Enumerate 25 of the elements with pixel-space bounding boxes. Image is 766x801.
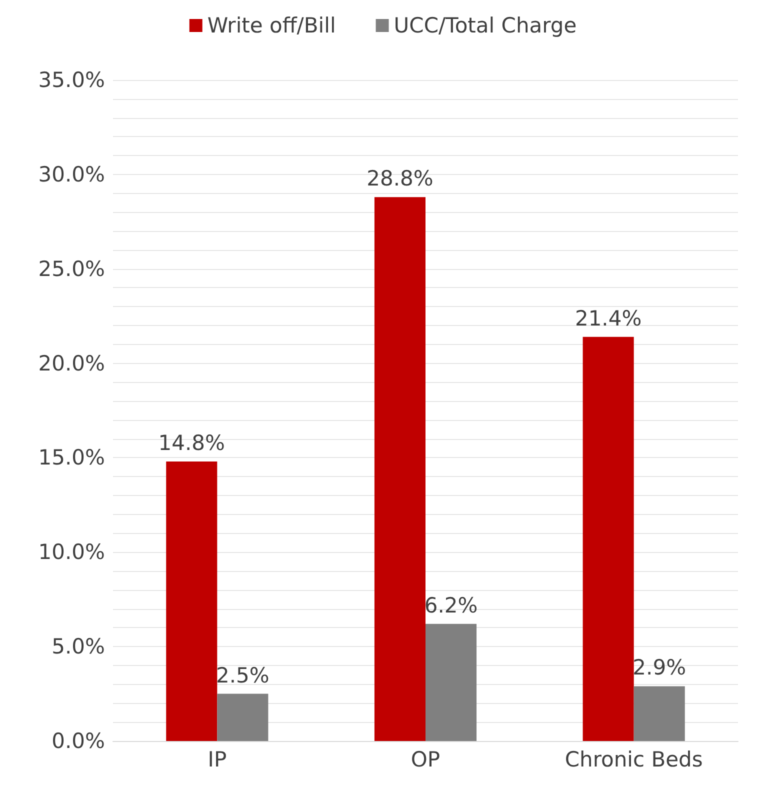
y-tick-label: 30.0% — [38, 162, 105, 186]
bar — [582, 336, 634, 741]
y-tick-label: 5.0% — [52, 634, 105, 659]
bar — [426, 624, 477, 741]
data-label: 2.9% — [632, 656, 686, 680]
y-tick-label: 35.0% — [38, 68, 105, 92]
x-tick-label: IP — [208, 748, 227, 772]
bar — [217, 694, 268, 741]
bar — [374, 197, 426, 741]
y-tick-label: 10.0% — [38, 540, 105, 564]
legend-label: UCC/Total Charge — [394, 14, 577, 38]
y-tick-label: 25.0% — [38, 256, 105, 281]
data-label: 2.5% — [216, 663, 270, 688]
legend-label: Write off/Bill — [207, 14, 336, 38]
data-label: 6.2% — [424, 593, 478, 618]
y-tick-label: 20.0% — [38, 351, 105, 376]
data-label: 14.8% — [158, 430, 226, 455]
data-label: 28.8% — [366, 166, 434, 191]
data-label: 21.4% — [574, 306, 642, 330]
bar — [166, 461, 218, 741]
y-tick-label: 0.0% — [52, 729, 105, 753]
x-tick-label: OP — [410, 748, 440, 772]
bar — [634, 686, 685, 741]
y-tick-label: 15.0% — [38, 446, 105, 470]
x-tick-label: Chronic Beds — [564, 748, 703, 772]
